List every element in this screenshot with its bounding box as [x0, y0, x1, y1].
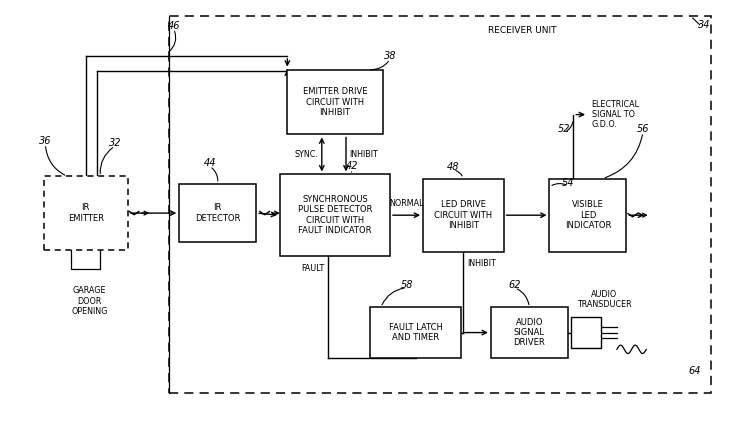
Text: 42: 42 [346, 161, 358, 171]
Text: 32: 32 [109, 138, 121, 148]
Text: ELECTRICAL
SIGNAL TO
G.D.O.: ELECTRICAL SIGNAL TO G.D.O. [592, 100, 640, 130]
Text: 44: 44 [203, 158, 216, 168]
Bar [571, 317, 601, 348]
Text: 62: 62 [509, 280, 521, 290]
Text: SYNCHRONOUS
PULSE DETECTOR
CIRCUIT WITH
FAULT INDICATOR: SYNCHRONOUS PULSE DETECTOR CIRCUIT WITH … [298, 195, 372, 235]
Text: 48: 48 [447, 162, 459, 172]
Bar [43, 176, 128, 250]
Bar [369, 307, 461, 358]
Bar [287, 70, 383, 135]
Bar [550, 179, 626, 252]
Text: 58: 58 [400, 280, 413, 290]
Text: 46: 46 [168, 21, 180, 31]
Text: EMITTER DRIVE
CIRCUIT WITH
INHIBIT: EMITTER DRIVE CIRCUIT WITH INHIBIT [302, 87, 367, 117]
Text: IR
EMITTER: IR EMITTER [68, 203, 104, 223]
Text: INHIBIT: INHIBIT [467, 260, 496, 268]
Text: SYNC.: SYNC. [294, 150, 318, 159]
Text: AUDIO
SIGNAL
DRIVER: AUDIO SIGNAL DRIVER [514, 318, 545, 347]
Bar [169, 16, 711, 393]
Text: 64: 64 [688, 366, 701, 376]
Text: AUDIO
TRANSDUCER: AUDIO TRANSDUCER [577, 290, 631, 309]
Text: NORMAL: NORMAL [389, 199, 424, 208]
Text: 52: 52 [558, 124, 570, 134]
Bar [423, 179, 503, 252]
Text: RECEIVER UNIT: RECEIVER UNIT [488, 26, 556, 35]
Text: FAULT LATCH
AND TIMER: FAULT LATCH AND TIMER [389, 323, 442, 342]
Text: LED DRIVE
CIRCUIT WITH
INHIBIT: LED DRIVE CIRCUIT WITH INHIBIT [434, 200, 492, 230]
Text: GARAGE
DOOR
OPENING: GARAGE DOOR OPENING [71, 286, 107, 316]
Text: 54: 54 [562, 178, 574, 188]
Text: 36: 36 [39, 136, 52, 146]
Bar [491, 307, 567, 358]
Text: 34: 34 [698, 20, 710, 30]
Text: FAULT: FAULT [302, 265, 325, 273]
Text: VISIBLE
LED
INDICATOR: VISIBLE LED INDICATOR [565, 200, 611, 230]
Text: IR
DETECTOR: IR DETECTOR [195, 203, 241, 223]
Text: INHIBIT: INHIBIT [350, 150, 378, 159]
Bar [280, 174, 390, 256]
Text: 38: 38 [383, 51, 396, 61]
Text: 56: 56 [637, 124, 649, 134]
Bar [179, 184, 256, 243]
